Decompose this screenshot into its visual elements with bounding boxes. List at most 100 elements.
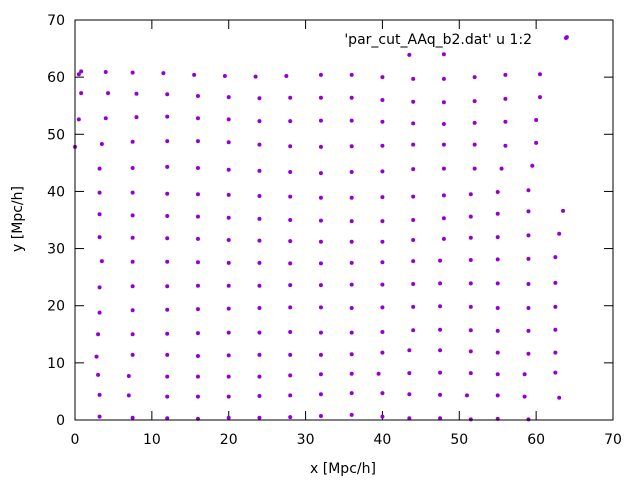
data-point <box>407 348 412 353</box>
data-point <box>526 233 531 238</box>
data-point <box>438 327 443 332</box>
data-point <box>411 76 416 81</box>
data-point <box>257 415 262 420</box>
data-point <box>195 354 200 358</box>
data-point <box>468 258 473 262</box>
data-point <box>195 331 200 336</box>
data-point <box>130 235 135 240</box>
data-point <box>503 96 508 101</box>
data-point <box>106 91 111 96</box>
data-point <box>349 412 354 417</box>
data-point <box>380 391 385 396</box>
data-point <box>495 235 500 240</box>
data-point <box>407 416 412 421</box>
data-point <box>530 163 535 168</box>
data-point <box>94 354 99 359</box>
data-point <box>557 395 562 400</box>
data-point <box>97 166 102 171</box>
data-point <box>97 212 102 217</box>
data-point <box>349 239 354 244</box>
data-point <box>468 192 473 197</box>
data-point <box>288 415 293 420</box>
data-point <box>257 168 262 173</box>
data-point <box>226 306 231 311</box>
data-point <box>226 167 231 172</box>
data-point <box>97 285 102 290</box>
data-point <box>226 215 231 220</box>
data-point <box>438 281 443 286</box>
data-point <box>438 304 443 309</box>
data-point <box>526 306 531 310</box>
data-point <box>226 394 231 399</box>
data-point <box>380 350 385 355</box>
data-point <box>472 75 477 80</box>
data-point <box>134 91 139 96</box>
data-point <box>534 118 539 122</box>
data-point <box>495 350 500 355</box>
data-point <box>407 371 412 376</box>
x-tick-label: 70 <box>604 432 622 448</box>
data-point <box>134 115 139 120</box>
data-point <box>130 284 135 289</box>
data-point <box>165 191 170 196</box>
data-point <box>130 352 135 357</box>
data-point <box>438 258 443 263</box>
data-point <box>503 72 508 77</box>
y-tick-label: 60 <box>47 70 65 86</box>
data-point <box>522 394 527 399</box>
data-point <box>349 282 354 287</box>
data-point <box>318 261 323 266</box>
data-point <box>195 394 200 399</box>
data-point <box>195 94 200 98</box>
data-point <box>318 95 323 100</box>
data-point <box>411 218 416 222</box>
data-point <box>103 70 108 74</box>
data-point <box>257 142 262 147</box>
data-point <box>411 238 416 242</box>
data-point <box>318 283 323 288</box>
data-point <box>495 328 500 333</box>
data-point <box>165 307 170 312</box>
data-point <box>165 331 170 336</box>
data-point <box>526 417 531 422</box>
data-point <box>557 231 562 236</box>
data-point <box>318 218 323 223</box>
data-point <box>253 74 258 79</box>
data-point <box>380 143 385 148</box>
data-point <box>561 208 566 213</box>
data-point <box>438 348 443 353</box>
data-point <box>464 393 469 398</box>
data-point <box>441 76 446 81</box>
data-point <box>380 305 385 310</box>
data-point <box>526 188 531 193</box>
legend-marker <box>564 36 568 40</box>
data-point <box>165 259 170 264</box>
data-point <box>526 209 531 214</box>
data-point <box>96 332 101 337</box>
data-point <box>553 327 558 332</box>
data-point <box>553 304 558 309</box>
data-point <box>165 236 170 241</box>
data-point <box>441 193 446 198</box>
data-point <box>226 330 231 335</box>
data-point <box>411 304 416 309</box>
data-point <box>537 72 542 77</box>
data-point <box>472 120 477 125</box>
x-tick-label: 30 <box>297 432 315 448</box>
data-point <box>349 391 354 396</box>
data-point <box>537 95 542 100</box>
data-point <box>226 415 231 420</box>
y-tick-label: 40 <box>47 184 65 200</box>
data-point <box>438 416 443 421</box>
data-point <box>288 283 293 288</box>
data-point <box>195 116 200 121</box>
data-point <box>226 117 231 122</box>
data-point <box>165 374 170 379</box>
data-point <box>526 328 531 333</box>
data-point <box>257 330 262 335</box>
data-point <box>553 255 558 260</box>
axis-ticks <box>74 19 614 421</box>
data-point <box>495 190 500 194</box>
data-point <box>318 171 323 176</box>
